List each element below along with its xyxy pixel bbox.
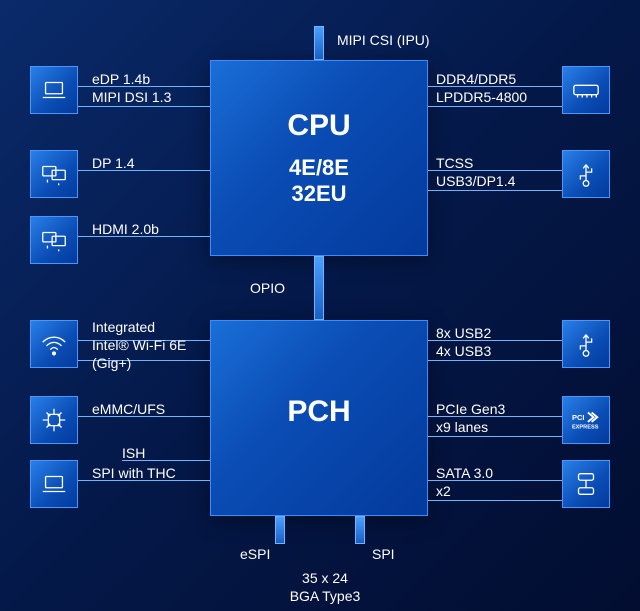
port-label: x2 bbox=[436, 482, 558, 500]
pch-block: PCH bbox=[210, 320, 428, 516]
bga-size: 35 x 24 bbox=[280, 570, 370, 586]
pch-title: PCH bbox=[287, 395, 350, 429]
espi-connector bbox=[275, 516, 285, 544]
port-label: 8x USB2 bbox=[436, 324, 558, 342]
connector-line bbox=[122, 460, 210, 461]
usb-icon bbox=[562, 320, 610, 368]
port-label: Integrated bbox=[92, 318, 204, 336]
ram-icon bbox=[562, 66, 610, 114]
pcie-icon: PCI EXPRESS bbox=[562, 396, 610, 444]
opio-label: OPIO bbox=[250, 280, 285, 296]
port-label: TCSS bbox=[436, 154, 558, 172]
monitors-icon bbox=[30, 150, 78, 198]
port-label: SPI with THC bbox=[92, 464, 204, 482]
port-label: eMMC/UFS bbox=[92, 400, 204, 418]
port-label: DDR4/DDR5 bbox=[436, 70, 558, 88]
port-label: x9 lanes bbox=[436, 418, 558, 436]
port-label: (Gig+) bbox=[92, 354, 204, 372]
laptop-icon bbox=[30, 460, 78, 508]
svg-text:EXPRESS: EXPRESS bbox=[572, 424, 599, 430]
port-label: Intel® Wi-Fi 6E bbox=[92, 336, 204, 354]
bga-type: BGA Type3 bbox=[270, 588, 380, 604]
sata-icon bbox=[562, 460, 610, 508]
port-label: eDP 1.4b bbox=[92, 70, 204, 88]
spi-label: SPI bbox=[372, 546, 395, 562]
port-label: DP 1.4 bbox=[92, 154, 204, 172]
spi-connector bbox=[355, 516, 365, 544]
port-label: HDMI 2.0b bbox=[92, 220, 204, 238]
usb-icon bbox=[562, 150, 610, 198]
cpu-title: CPU bbox=[287, 109, 350, 143]
espi-label: eSPI bbox=[240, 546, 270, 562]
monitors-icon bbox=[30, 216, 78, 264]
opio-connector bbox=[314, 256, 324, 320]
cpu-sub1: 4E/8E bbox=[289, 155, 349, 181]
mipi-connector bbox=[314, 26, 324, 60]
cpu-block: CPU 4E/8E32EU bbox=[210, 60, 428, 256]
wifi-icon bbox=[30, 320, 78, 368]
port-label: MIPI DSI 1.3 bbox=[92, 88, 204, 106]
soc-icon bbox=[30, 396, 78, 444]
port-label: PCIe Gen3 bbox=[436, 400, 558, 418]
port-label: USB3/DP1.4 bbox=[436, 172, 558, 190]
svg-text:PCI: PCI bbox=[572, 413, 585, 422]
port-label: 4x USB3 bbox=[436, 342, 558, 360]
mipi-label: MIPI CSI (IPU) bbox=[337, 32, 430, 48]
laptop-icon bbox=[30, 66, 78, 114]
cpu-sub2: 32EU bbox=[291, 181, 346, 207]
port-label: SATA 3.0 bbox=[436, 464, 558, 482]
port-label: LPDDR5-4800 bbox=[436, 88, 558, 106]
